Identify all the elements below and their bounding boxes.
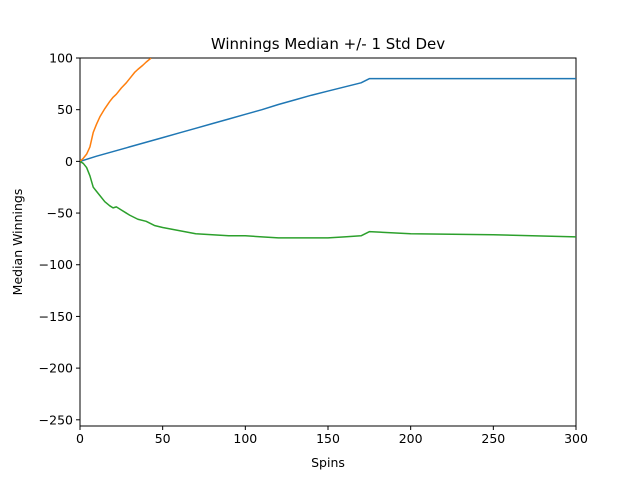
x-axis: 0 50 100 150 200 250 300 [76,426,588,446]
y-tick-label: −100 [39,257,73,272]
series-line-2 [80,58,152,162]
y-tick-label: −150 [39,309,73,324]
x-axis-title: Spins [311,455,345,470]
plot-area [79,57,577,427]
y-tick-label: −50 [47,206,73,221]
y-tick-label: −250 [39,412,73,427]
y-axis-title: Median Winnings [10,189,25,296]
y-tick-label: 0 [65,154,73,169]
x-tick-label: 250 [481,431,505,446]
chart-title: Winnings Median +/- 1 Std Dev [211,35,445,53]
series-line-3 [80,160,576,239]
y-tick-label: 100 [49,51,73,66]
x-tick-label: 0 [76,431,84,446]
y-tick-label: −200 [39,361,73,376]
x-tick-label: 150 [316,431,340,446]
series-layer [80,58,576,239]
x-tick-label: 300 [564,431,588,446]
series-line-1 [80,77,576,163]
x-tick-label: 100 [233,431,257,446]
x-tick-label: 50 [155,431,171,446]
y-axis: −250 −200 −150 −100 −50 0 50 100 [39,51,80,427]
x-tick-label: 200 [399,431,423,446]
plot-frame [79,57,577,427]
y-tick-label: 50 [57,102,73,117]
